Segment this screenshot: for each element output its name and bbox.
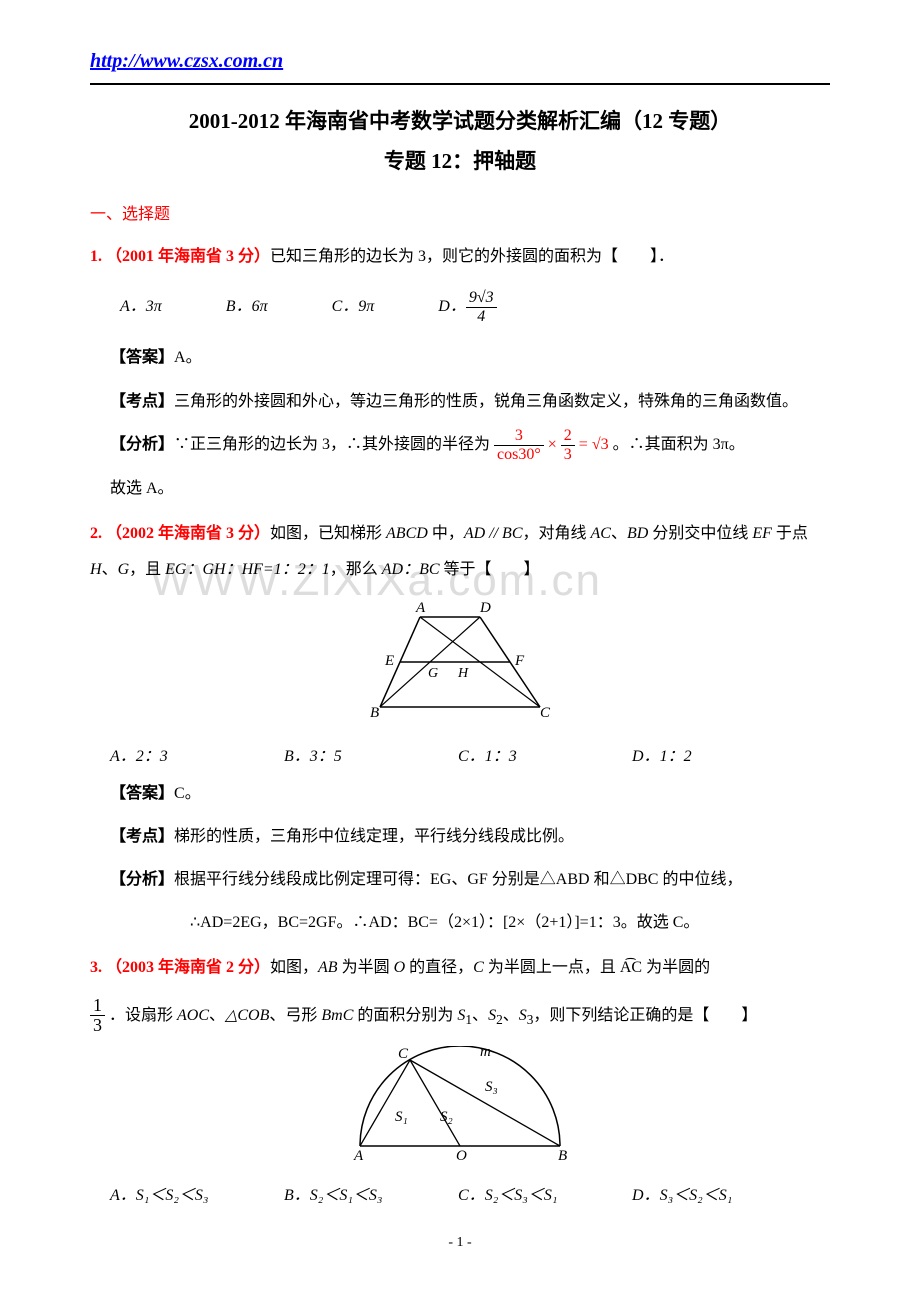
doc-title-1: 2001-2012 年海南省中考数学试题分类解析汇编（12 专题）	[90, 105, 830, 135]
q1-sqrt: √3	[592, 436, 609, 453]
svg-text:G: G	[428, 666, 438, 681]
q2-source: （2002 年海南省 3 分）	[106, 525, 270, 542]
q1-text: 已知三角形的边长为 3，则它的外接圆的面积为【 】．	[270, 248, 674, 265]
q3-figure: A O B C m S₁ S₂ S₃	[90, 1046, 830, 1171]
q1-frac1: 3cos30°	[494, 427, 544, 463]
q2-number: 2.	[90, 525, 106, 542]
svg-text:H: H	[457, 666, 469, 681]
svg-text:m: m	[480, 1046, 491, 1060]
q1-choice-a: A．3π	[120, 298, 192, 315]
q2-choices: A．2：3 B．3：5 C．1：3 D．1：2	[110, 742, 830, 766]
q1-choice-d: D．9√34	[438, 298, 556, 315]
svg-text:F: F	[514, 653, 525, 669]
section-header: 一、选择题	[90, 200, 830, 224]
q3-number: 3.	[90, 959, 106, 976]
question-1: 1. （2001 年海南省 3 分）已知三角形的边长为 3，则它的外接圆的面积为…	[90, 239, 830, 274]
q2-answer-block: 【答案】C。	[110, 776, 830, 811]
svg-text:O: O	[456, 1148, 467, 1164]
q2-topic-block: 【考点】梯形的性质，三角形中位线定理，平行线分线段成比例。	[110, 819, 830, 854]
q1-choice-b: B．6π	[226, 298, 298, 315]
q1-analysis-post: 。∴其面积为 3π。	[613, 436, 745, 453]
q1-choice-c: C．9π	[332, 298, 405, 315]
q3-choices: A．S₁＜S₂＜S₃ B．S₂＜S₁＜S₃ C．S₂＜S₃＜S₁ D．S₃＜S₂…	[110, 1181, 830, 1205]
q1-answer: A。	[174, 349, 202, 366]
q3-choice-c: C．S₂＜S₃＜S₁	[458, 1181, 628, 1205]
q1-conclude: 故选 A。	[110, 471, 830, 506]
svg-text:B: B	[558, 1148, 567, 1164]
q2-choice-b: B．3：5	[284, 742, 454, 766]
q1-choices: A．3π B．6π C．9π D．9√34	[120, 289, 830, 325]
q1-topic-block: 【考点】三角形的外接圆和外心，等边三角形的性质，锐角三角函数定义，特殊角的三角函…	[110, 384, 830, 419]
q2-choice-c: C．1：3	[458, 742, 628, 766]
page-number: - 1 -	[90, 1235, 830, 1251]
svg-text:S₃: S₃	[485, 1079, 498, 1095]
q1-answer-block: 【答案】A。	[110, 340, 830, 375]
svg-text:S₂: S₂	[440, 1109, 453, 1125]
q1-source: （2001 年海南省 3 分）	[106, 248, 270, 265]
q2-analysis2: ∴AD=2EG，BC=2GF。∴AD：BC=（2×1）：[2×（2+1）]=1：…	[190, 905, 830, 940]
q1-analysis-block: 【分析】∵正三角形的边长为 3，∴其外接圆的半径为 3cos30° × 23 =…	[110, 427, 830, 463]
q2-figure: A D B C E F G H	[90, 597, 830, 732]
q1-topic: 三角形的外接圆和外心，等边三角形的性质，锐角三角函数定义，特殊角的三角函数值。	[174, 393, 798, 410]
svg-text:B: B	[370, 705, 379, 721]
q3-source: （2003 年海南省 2 分）	[106, 959, 270, 976]
question-3: 3. （2003 年海南省 2 分）如图，AB 为半圆 O 的直径，C 为半圆上…	[90, 950, 830, 985]
q2-answer: C。	[174, 785, 201, 802]
doc-title-2: 专题 12：押轴题	[90, 145, 830, 175]
q1-number: 1.	[90, 248, 106, 265]
q1-frac2: 23	[561, 427, 575, 463]
question-3-line2: 13 ．设扇形 AOC、△COB、弓形 BmC 的面积分别为 S1、S2、S3，…	[90, 996, 830, 1037]
svg-text:A: A	[353, 1148, 364, 1164]
svg-text:C: C	[398, 1046, 409, 1062]
q2-choice-d: D．1：2	[632, 742, 802, 766]
header-rule	[90, 83, 830, 85]
header-url[interactable]: http://www.czsx.com.cn	[90, 50, 830, 75]
q2-choice-a: A．2：3	[110, 742, 280, 766]
q2-topic: 梯形的性质，三角形中位线定理，平行线分线段成比例。	[174, 828, 574, 845]
q2-analysis-block: 【分析】根据平行线分线段成比例定理可得：EG、GF 分别是△ABD 和△DBC …	[110, 862, 830, 897]
q3-choice-d: D．S₃＜S₂＜S₁	[632, 1181, 802, 1205]
question-2: 2. （2002 年海南省 3 分）如图，已知梯形 ABCD 中，AD // B…	[90, 516, 830, 586]
q2-analysis1: 根据平行线分线段成比例定理可得：EG、GF 分别是△ABD 和△DBC 的中位线…	[174, 871, 742, 888]
svg-text:C: C	[540, 705, 551, 721]
q3-choice-b: B．S₂＜S₁＜S₃	[284, 1181, 454, 1205]
svg-text:D: D	[479, 600, 491, 616]
q1-analysis-pre: ∵正三角形的边长为 3，∴其外接圆的半径为	[174, 436, 490, 453]
svg-text:A: A	[415, 600, 426, 616]
q3-choice-a: A．S₁＜S₂＜S₃	[110, 1181, 280, 1205]
svg-text:S₁: S₁	[395, 1109, 408, 1125]
svg-text:E: E	[384, 653, 394, 669]
